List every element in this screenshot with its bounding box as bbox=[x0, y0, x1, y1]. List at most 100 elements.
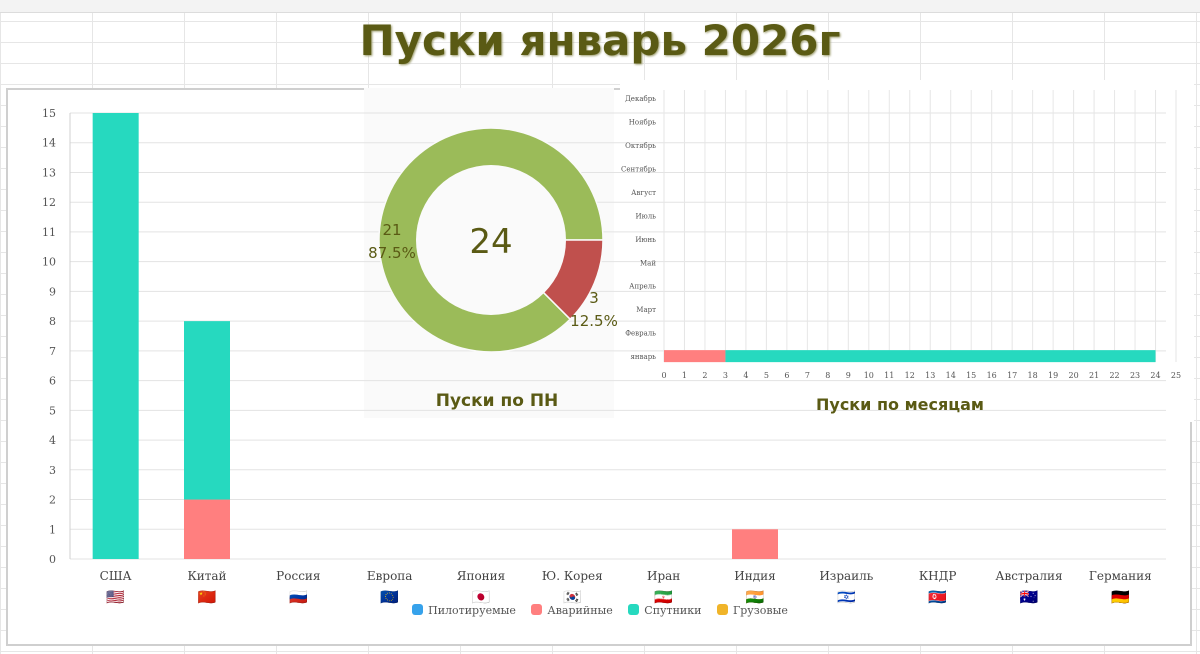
legend-label: Спутники bbox=[644, 604, 702, 617]
country-flag-icon: 🇨🇳 bbox=[198, 588, 217, 606]
bar-y-tick-label: 1 bbox=[49, 523, 56, 536]
bar-x-category-label: Китай bbox=[187, 569, 226, 583]
month-x-tick-label: 1 bbox=[682, 371, 687, 380]
month-bar-segment bbox=[664, 350, 726, 363]
month-x-tick-label: 0 bbox=[661, 371, 666, 380]
month-x-tick-label: 21 bbox=[1089, 371, 1099, 380]
month-x-tick-label: 3 bbox=[723, 371, 728, 380]
country-flag-icon: 🇮🇱 bbox=[837, 588, 856, 606]
bar-y-tick-label: 0 bbox=[49, 553, 56, 566]
legend-item-failed[interactable]: Аварийные bbox=[531, 604, 613, 617]
bar-x-category-label: Германия bbox=[1089, 569, 1152, 583]
bar-y-tick-label: 3 bbox=[49, 464, 56, 477]
bar-chart-legend: Пилотируемые Аварийные Спутники Грузовые bbox=[0, 604, 1200, 617]
month-y-category-label: Май bbox=[640, 259, 656, 267]
legend-swatch bbox=[716, 604, 728, 615]
bar-y-tick-label: 10 bbox=[42, 256, 56, 269]
month-y-category-label: Февраль bbox=[625, 330, 656, 338]
month-x-tick-label: 24 bbox=[1150, 371, 1160, 380]
country-flag-icon: 🇩🇪 bbox=[1111, 588, 1130, 606]
legend-swatch bbox=[412, 604, 424, 615]
country-flag-icon: 🇰🇵 bbox=[928, 588, 947, 606]
month-x-tick-label: 8 bbox=[825, 371, 830, 380]
country-flag-icon: 🇮🇷 bbox=[654, 588, 673, 606]
bar-x-category-label: Австралия bbox=[995, 569, 1062, 583]
month-x-tick-label: 15 bbox=[966, 371, 976, 380]
bar-x-category-label: КНДР bbox=[919, 569, 957, 583]
month-x-tick-label: 5 bbox=[764, 371, 769, 380]
legend-swatch bbox=[628, 604, 640, 615]
bar-y-tick-label: 6 bbox=[49, 375, 56, 388]
bar-y-tick-label: 11 bbox=[42, 226, 56, 239]
month-x-tick-label: 16 bbox=[987, 371, 997, 380]
month-y-category-label: Апрель bbox=[629, 283, 656, 291]
bar-segment bbox=[184, 499, 230, 559]
bar-y-tick-label: 12 bbox=[42, 196, 56, 209]
bar-segment bbox=[184, 321, 230, 500]
bar-y-tick-label: 4 bbox=[49, 434, 56, 447]
bar-x-category-label: Израиль bbox=[819, 569, 873, 583]
month-y-category-label: Декабрь bbox=[625, 95, 656, 103]
month-bar-segment bbox=[725, 350, 1156, 363]
legend-label: Аварийные bbox=[547, 604, 613, 617]
legend-item-cargo[interactable]: Грузовые bbox=[716, 604, 788, 617]
donut-center-total: 24 bbox=[469, 222, 512, 262]
donut-hole bbox=[416, 165, 566, 315]
bar-y-tick-label: 14 bbox=[42, 137, 56, 150]
month-y-category-label: Октябрь bbox=[625, 142, 656, 150]
bar-x-category-label: Россия bbox=[276, 569, 320, 583]
month-x-tick-label: 11 bbox=[884, 371, 894, 380]
bar-y-tick-label: 9 bbox=[49, 285, 56, 298]
month-x-tick-label: 10 bbox=[864, 371, 874, 380]
month-x-tick-label: 4 bbox=[743, 371, 748, 380]
donut-slice-percent-label: 87.5% bbox=[368, 244, 416, 262]
country-flag-icon: 🇪🇺 bbox=[380, 588, 399, 606]
month-x-tick-label: 20 bbox=[1069, 371, 1079, 380]
month-y-category-label: Июль bbox=[636, 212, 657, 220]
country-flag-icon: 🇦🇺 bbox=[1020, 588, 1039, 606]
month-y-category-label: Сентябрь bbox=[621, 165, 656, 173]
country-flag-icon: 🇮🇳 bbox=[746, 588, 765, 606]
month-y-category-label: Март bbox=[636, 306, 656, 314]
bar-y-tick-label: 15 bbox=[42, 107, 56, 120]
legend-item-manned[interactable]: Пилотируемые bbox=[412, 604, 516, 617]
legend-item-satellites[interactable]: Спутники bbox=[628, 604, 701, 617]
month-x-tick-label: 9 bbox=[846, 371, 851, 380]
legend-swatch bbox=[531, 604, 543, 615]
spreadsheet-header-strip bbox=[0, 0, 1200, 13]
bar-x-category-label: Иран bbox=[647, 569, 680, 583]
month-x-tick-label: 6 bbox=[784, 371, 789, 380]
month-x-tick-label: 22 bbox=[1109, 371, 1119, 380]
bar-segment bbox=[732, 529, 778, 559]
month-x-tick-label: 7 bbox=[805, 371, 810, 380]
months-chart-background bbox=[620, 80, 1194, 422]
bar-x-category-label: США bbox=[100, 569, 132, 583]
month-y-category-label: январь bbox=[631, 353, 657, 361]
country-flag-icon: 🇯🇵 bbox=[472, 588, 491, 606]
bar-y-tick-label: 5 bbox=[49, 404, 56, 417]
donut-slice-value-label: 3 bbox=[589, 289, 599, 307]
country-flag-icon: 🇺🇸 bbox=[106, 588, 125, 606]
month-x-tick-label: 17 bbox=[1007, 371, 1017, 380]
donut-slice-percent-label: 12.5% bbox=[570, 312, 618, 330]
bar-y-tick-label: 2 bbox=[49, 494, 56, 507]
bar-x-category-label: Япония bbox=[457, 569, 505, 583]
month-x-tick-label: 2 bbox=[702, 371, 707, 380]
donut-slice-value-label: 21 bbox=[382, 221, 401, 239]
month-y-category-label: Август bbox=[631, 189, 656, 197]
page-title: Пуски январь 2026г bbox=[359, 16, 841, 65]
bar-x-category-label: Европа bbox=[367, 569, 413, 583]
bar-segment bbox=[92, 113, 139, 559]
month-x-tick-label: 25 bbox=[1171, 371, 1181, 380]
month-x-tick-label: 23 bbox=[1130, 371, 1140, 380]
bar-y-tick-label: 8 bbox=[49, 315, 56, 328]
bar-y-tick-label: 7 bbox=[49, 345, 56, 358]
bar-y-tick-label: 13 bbox=[42, 166, 56, 179]
month-x-tick-label: 19 bbox=[1048, 371, 1058, 380]
months-chart-title: Пуски по месяцам bbox=[816, 395, 984, 414]
month-y-category-label: Ноябрь bbox=[629, 118, 656, 126]
donut-chart-title: Пуски по ПН bbox=[436, 391, 559, 411]
country-flag-icon: 🇰🇷 bbox=[563, 588, 582, 606]
